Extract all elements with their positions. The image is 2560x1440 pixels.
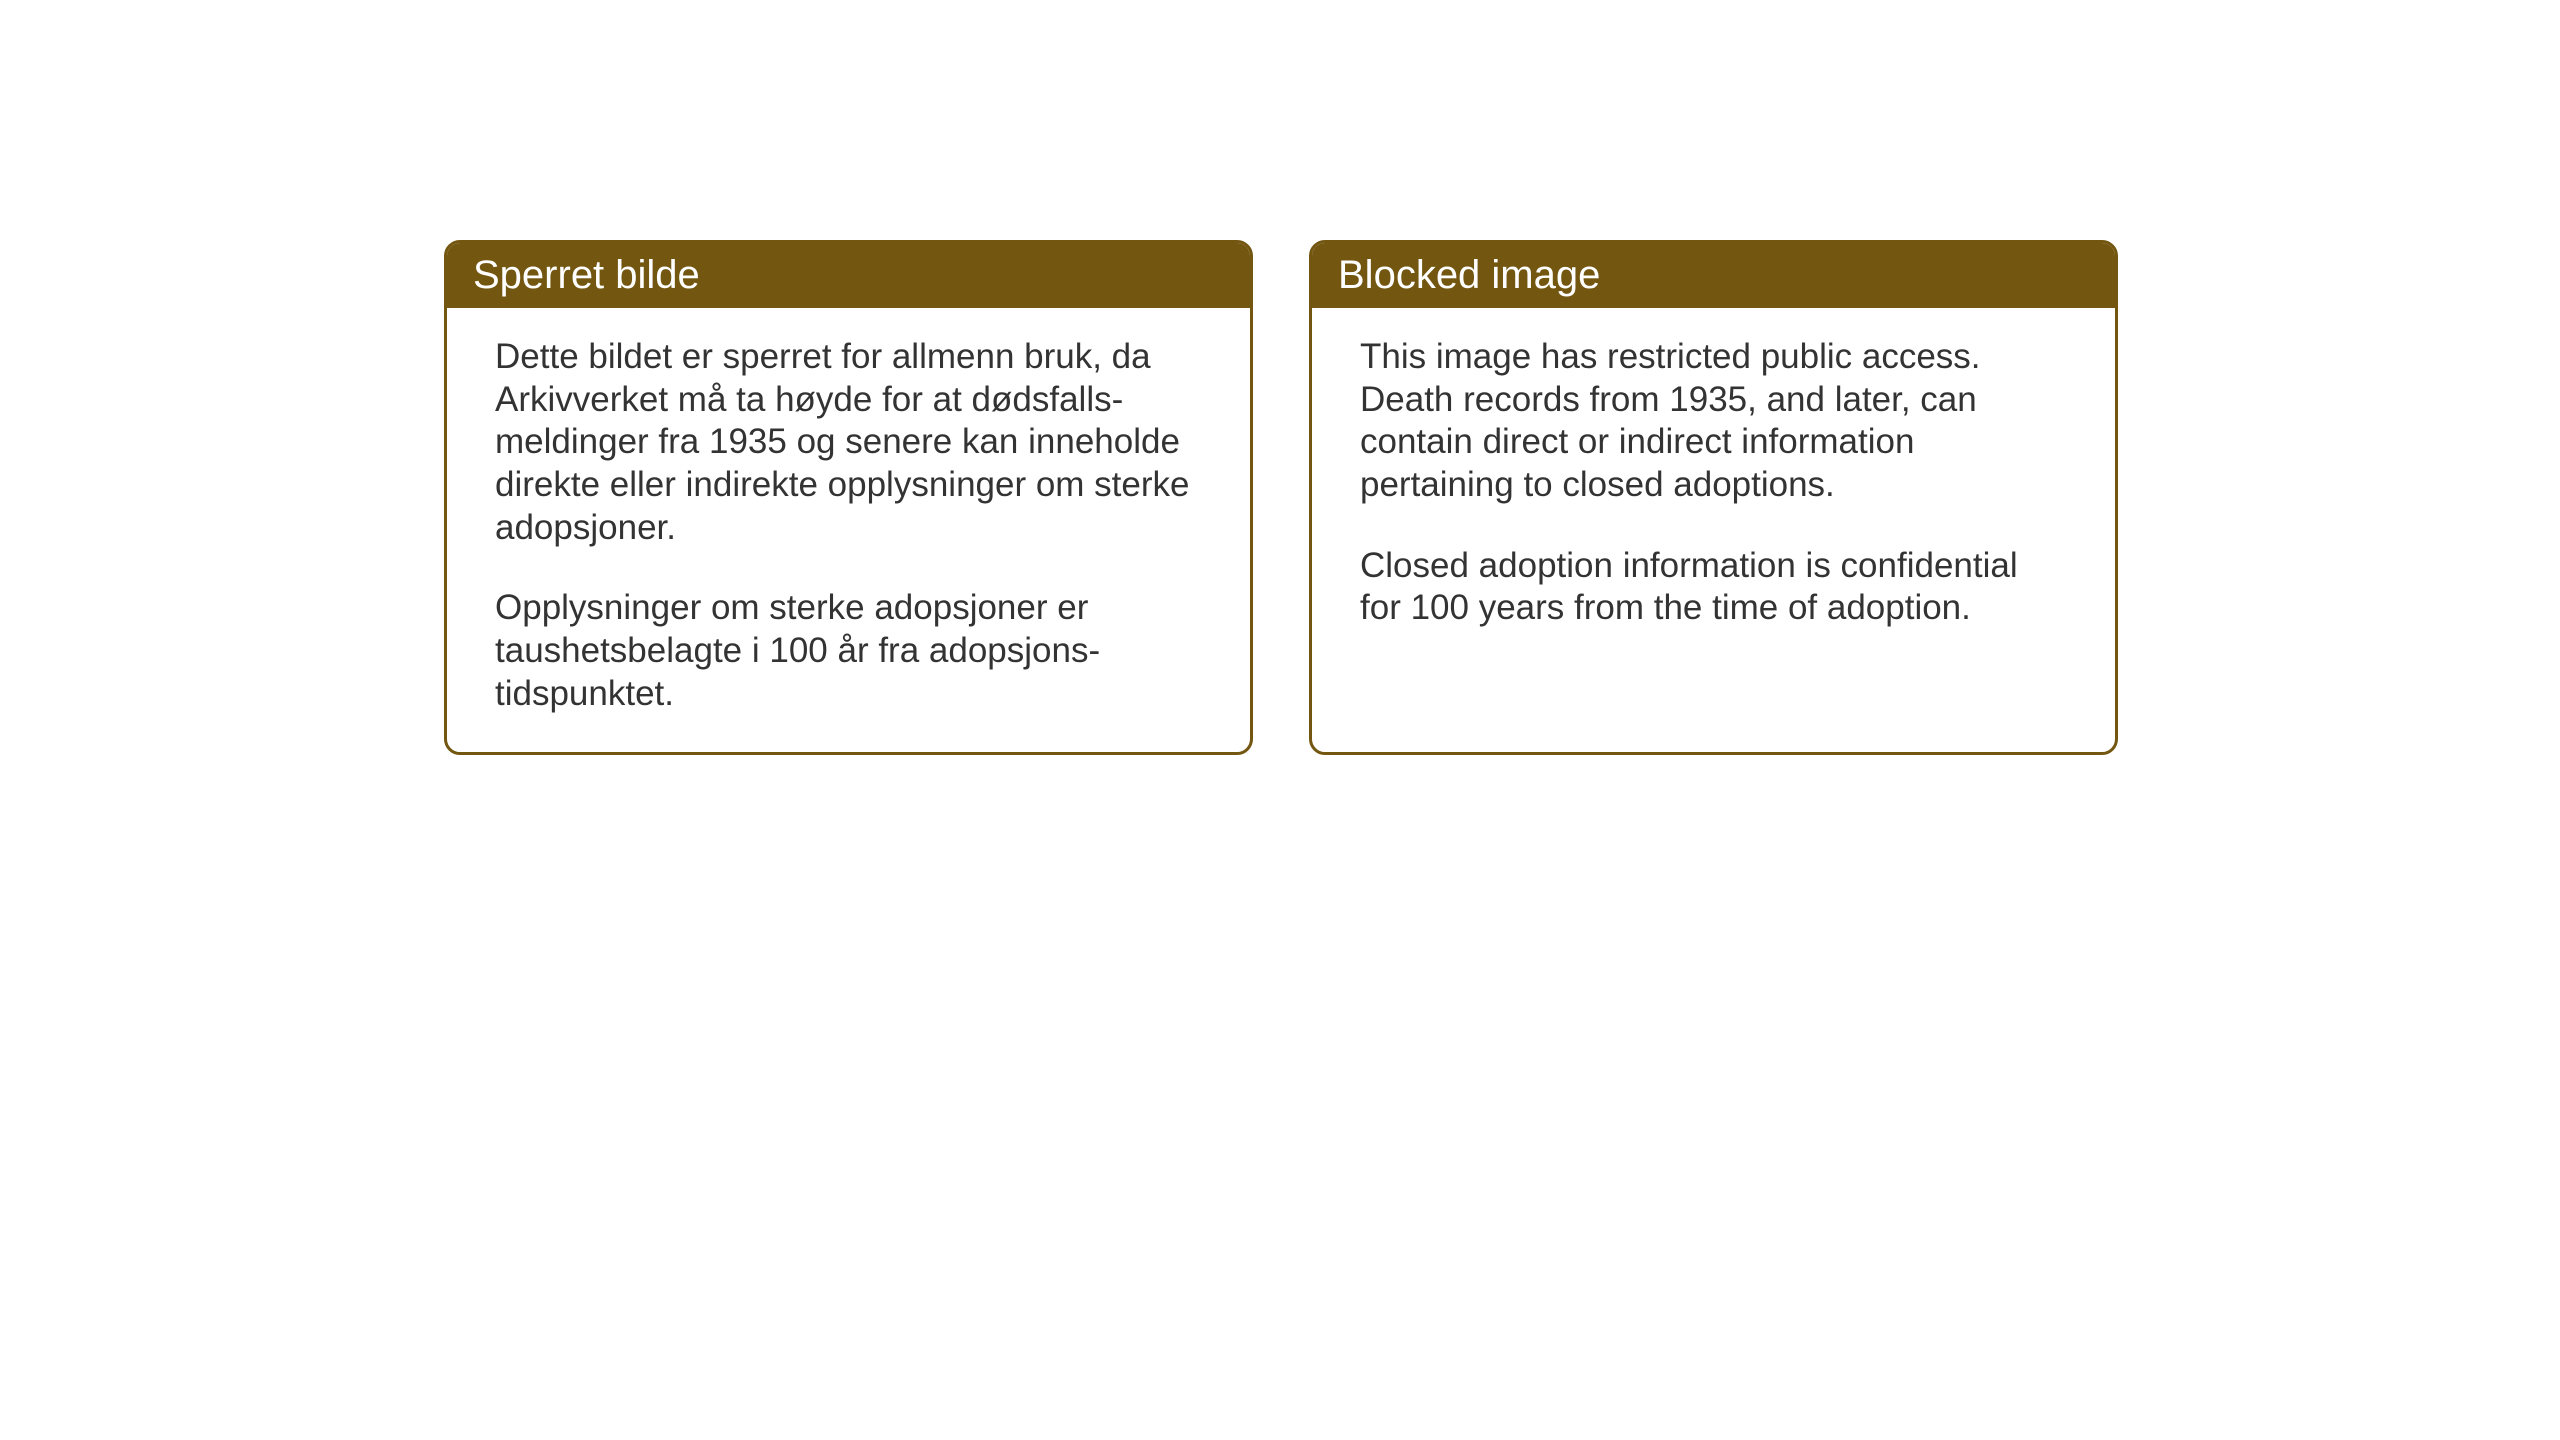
english-paragraph-2: Closed adoption information is confident… [1360,545,2067,630]
notice-cards-container: Sperret bilde Dette bildet er sperret fo… [444,240,2118,755]
norwegian-paragraph-1: Dette bildet er sperret for allmenn bruk… [495,336,1202,549]
norwegian-card-title: Sperret bilde [473,253,700,297]
norwegian-card-body: Dette bildet er sperret for allmenn bruk… [447,308,1250,752]
english-card-header: Blocked image [1312,243,2115,308]
english-card-body: This image has restricted public access.… [1312,308,2115,736]
norwegian-card-header: Sperret bilde [447,243,1250,308]
english-card-text: This image has restricted public access.… [1360,336,2067,630]
english-notice-card: Blocked image This image has restricted … [1309,240,2118,755]
norwegian-paragraph-2: Opplysninger om sterke adopsjoner er tau… [495,587,1202,715]
english-card-title: Blocked image [1338,253,1600,297]
english-paragraph-1: This image has restricted public access.… [1360,336,2067,507]
norwegian-notice-card: Sperret bilde Dette bildet er sperret fo… [444,240,1253,755]
norwegian-card-text: Dette bildet er sperret for allmenn bruk… [495,336,1202,716]
